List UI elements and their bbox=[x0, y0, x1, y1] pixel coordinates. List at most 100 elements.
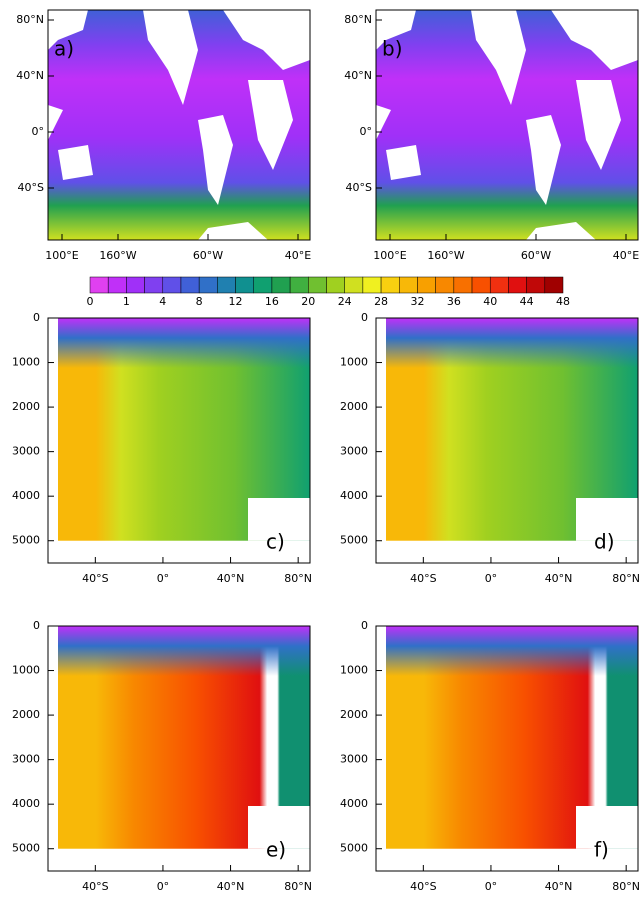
colorbar-box bbox=[471, 276, 491, 294]
landmass bbox=[248, 80, 293, 170]
panel-label: a) bbox=[54, 37, 74, 61]
y-tick-label: 4000 bbox=[340, 489, 368, 502]
colorbar-box bbox=[162, 276, 182, 294]
y-tick-label: 0 bbox=[361, 619, 368, 632]
y-tick-label: 40°N bbox=[16, 69, 44, 82]
y-tick-label: 80°N bbox=[344, 13, 372, 26]
colorbar-box bbox=[253, 276, 273, 294]
colorbar-label: 44 bbox=[520, 295, 534, 308]
x-tick-label: 100°E bbox=[45, 249, 78, 262]
y-tick-label: 2000 bbox=[340, 400, 368, 413]
y-tick-label: 2000 bbox=[12, 708, 40, 721]
y-tick-label: 40°N bbox=[344, 69, 372, 82]
x-tick-label: 0° bbox=[485, 572, 498, 585]
y-tick-label: 2000 bbox=[340, 708, 368, 721]
colorbar-box bbox=[399, 276, 418, 294]
panel-label: e) bbox=[266, 838, 286, 862]
colorbar-box bbox=[180, 276, 200, 294]
y-tick-label: 80°N bbox=[16, 13, 44, 26]
y-tick-label: 40°S bbox=[18, 181, 44, 194]
colorbar-label: 40 bbox=[483, 295, 497, 308]
x-tick-label: 40°E bbox=[285, 249, 311, 262]
colorbar-box bbox=[308, 276, 327, 294]
colorbar-label: 48 bbox=[556, 295, 570, 308]
colorbar-box bbox=[107, 276, 127, 294]
y-tick-label: 0 bbox=[33, 311, 40, 324]
landmass bbox=[223, 10, 310, 70]
y-tick-label: 0 bbox=[33, 619, 40, 632]
colorbar-box bbox=[508, 276, 527, 294]
panel-label: d) bbox=[594, 530, 615, 554]
landmass bbox=[198, 115, 233, 205]
frame bbox=[375, 317, 639, 564]
colorbar-label: 4 bbox=[159, 295, 166, 308]
y-tick-label: 0 bbox=[361, 311, 368, 324]
y-tick-label: 5000 bbox=[12, 534, 40, 547]
landmass bbox=[526, 115, 561, 205]
colorbar-box bbox=[271, 276, 291, 294]
landmass bbox=[48, 10, 88, 50]
panel-label: c) bbox=[266, 530, 285, 554]
bottom-mask bbox=[576, 498, 638, 541]
bottom-mask bbox=[248, 806, 310, 849]
x-tick-label: 0° bbox=[157, 572, 170, 585]
frame bbox=[47, 317, 311, 564]
x-tick-label: 40°N bbox=[545, 880, 573, 893]
colorbar-box bbox=[544, 276, 564, 294]
y-tick-label: 3000 bbox=[340, 753, 368, 766]
colorbar-label: 20 bbox=[301, 295, 315, 308]
landmass bbox=[551, 10, 638, 70]
x-tick-label: 160°W bbox=[427, 249, 464, 262]
y-tick-label: 4000 bbox=[12, 489, 40, 502]
colorbar-label: 16 bbox=[265, 295, 279, 308]
x-tick-label: 100°E bbox=[373, 249, 406, 262]
colorbar-box bbox=[126, 276, 145, 294]
y-tick-label: 2000 bbox=[12, 400, 40, 413]
surface-layer bbox=[58, 626, 310, 676]
y-tick-label: 5000 bbox=[340, 534, 368, 547]
frame bbox=[47, 625, 311, 872]
surface-layer bbox=[386, 318, 638, 368]
frame bbox=[47, 9, 311, 241]
y-tick-label: 1000 bbox=[12, 356, 40, 369]
x-tick-label: 60°W bbox=[193, 249, 223, 262]
colorbar-label: 36 bbox=[447, 295, 461, 308]
colorbar-label: 12 bbox=[229, 295, 243, 308]
landmass bbox=[58, 145, 93, 180]
x-tick-label: 40°N bbox=[217, 880, 245, 893]
colorbar-box bbox=[235, 276, 254, 294]
x-tick-label: 60°W bbox=[521, 249, 551, 262]
landmass bbox=[471, 10, 526, 105]
landmass bbox=[526, 222, 596, 240]
y-tick-label: 5000 bbox=[12, 842, 40, 855]
x-tick-label: 80°N bbox=[284, 572, 312, 585]
bottom-mask bbox=[576, 806, 638, 849]
y-tick-label: 0° bbox=[32, 125, 45, 138]
colorbar-label: 24 bbox=[338, 295, 352, 308]
x-tick-label: 40°N bbox=[217, 572, 245, 585]
y-tick-label: 3000 bbox=[340, 445, 368, 458]
landmass bbox=[386, 145, 421, 180]
y-tick-label: 4000 bbox=[12, 797, 40, 810]
landmass bbox=[48, 105, 63, 140]
colorbar-box bbox=[453, 276, 473, 294]
landmass bbox=[376, 10, 416, 50]
colorbar-box bbox=[380, 276, 400, 294]
y-tick-label: 0° bbox=[360, 125, 373, 138]
surface-layer bbox=[58, 318, 310, 368]
colorbar-label: 0 bbox=[87, 295, 94, 308]
landmass bbox=[376, 105, 391, 140]
colorbar-box bbox=[344, 276, 364, 294]
colorbar-label: 32 bbox=[410, 295, 424, 308]
colorbar-box bbox=[89, 276, 109, 294]
colorbar-box bbox=[417, 276, 436, 294]
landmass bbox=[576, 80, 621, 170]
x-tick-label: 80°N bbox=[612, 880, 640, 893]
colorbar-box bbox=[489, 276, 509, 294]
colorbar-box bbox=[198, 276, 218, 294]
colorbar-box bbox=[435, 276, 455, 294]
landmass bbox=[143, 10, 198, 105]
y-tick-label: 3000 bbox=[12, 445, 40, 458]
y-tick-label: 3000 bbox=[12, 753, 40, 766]
